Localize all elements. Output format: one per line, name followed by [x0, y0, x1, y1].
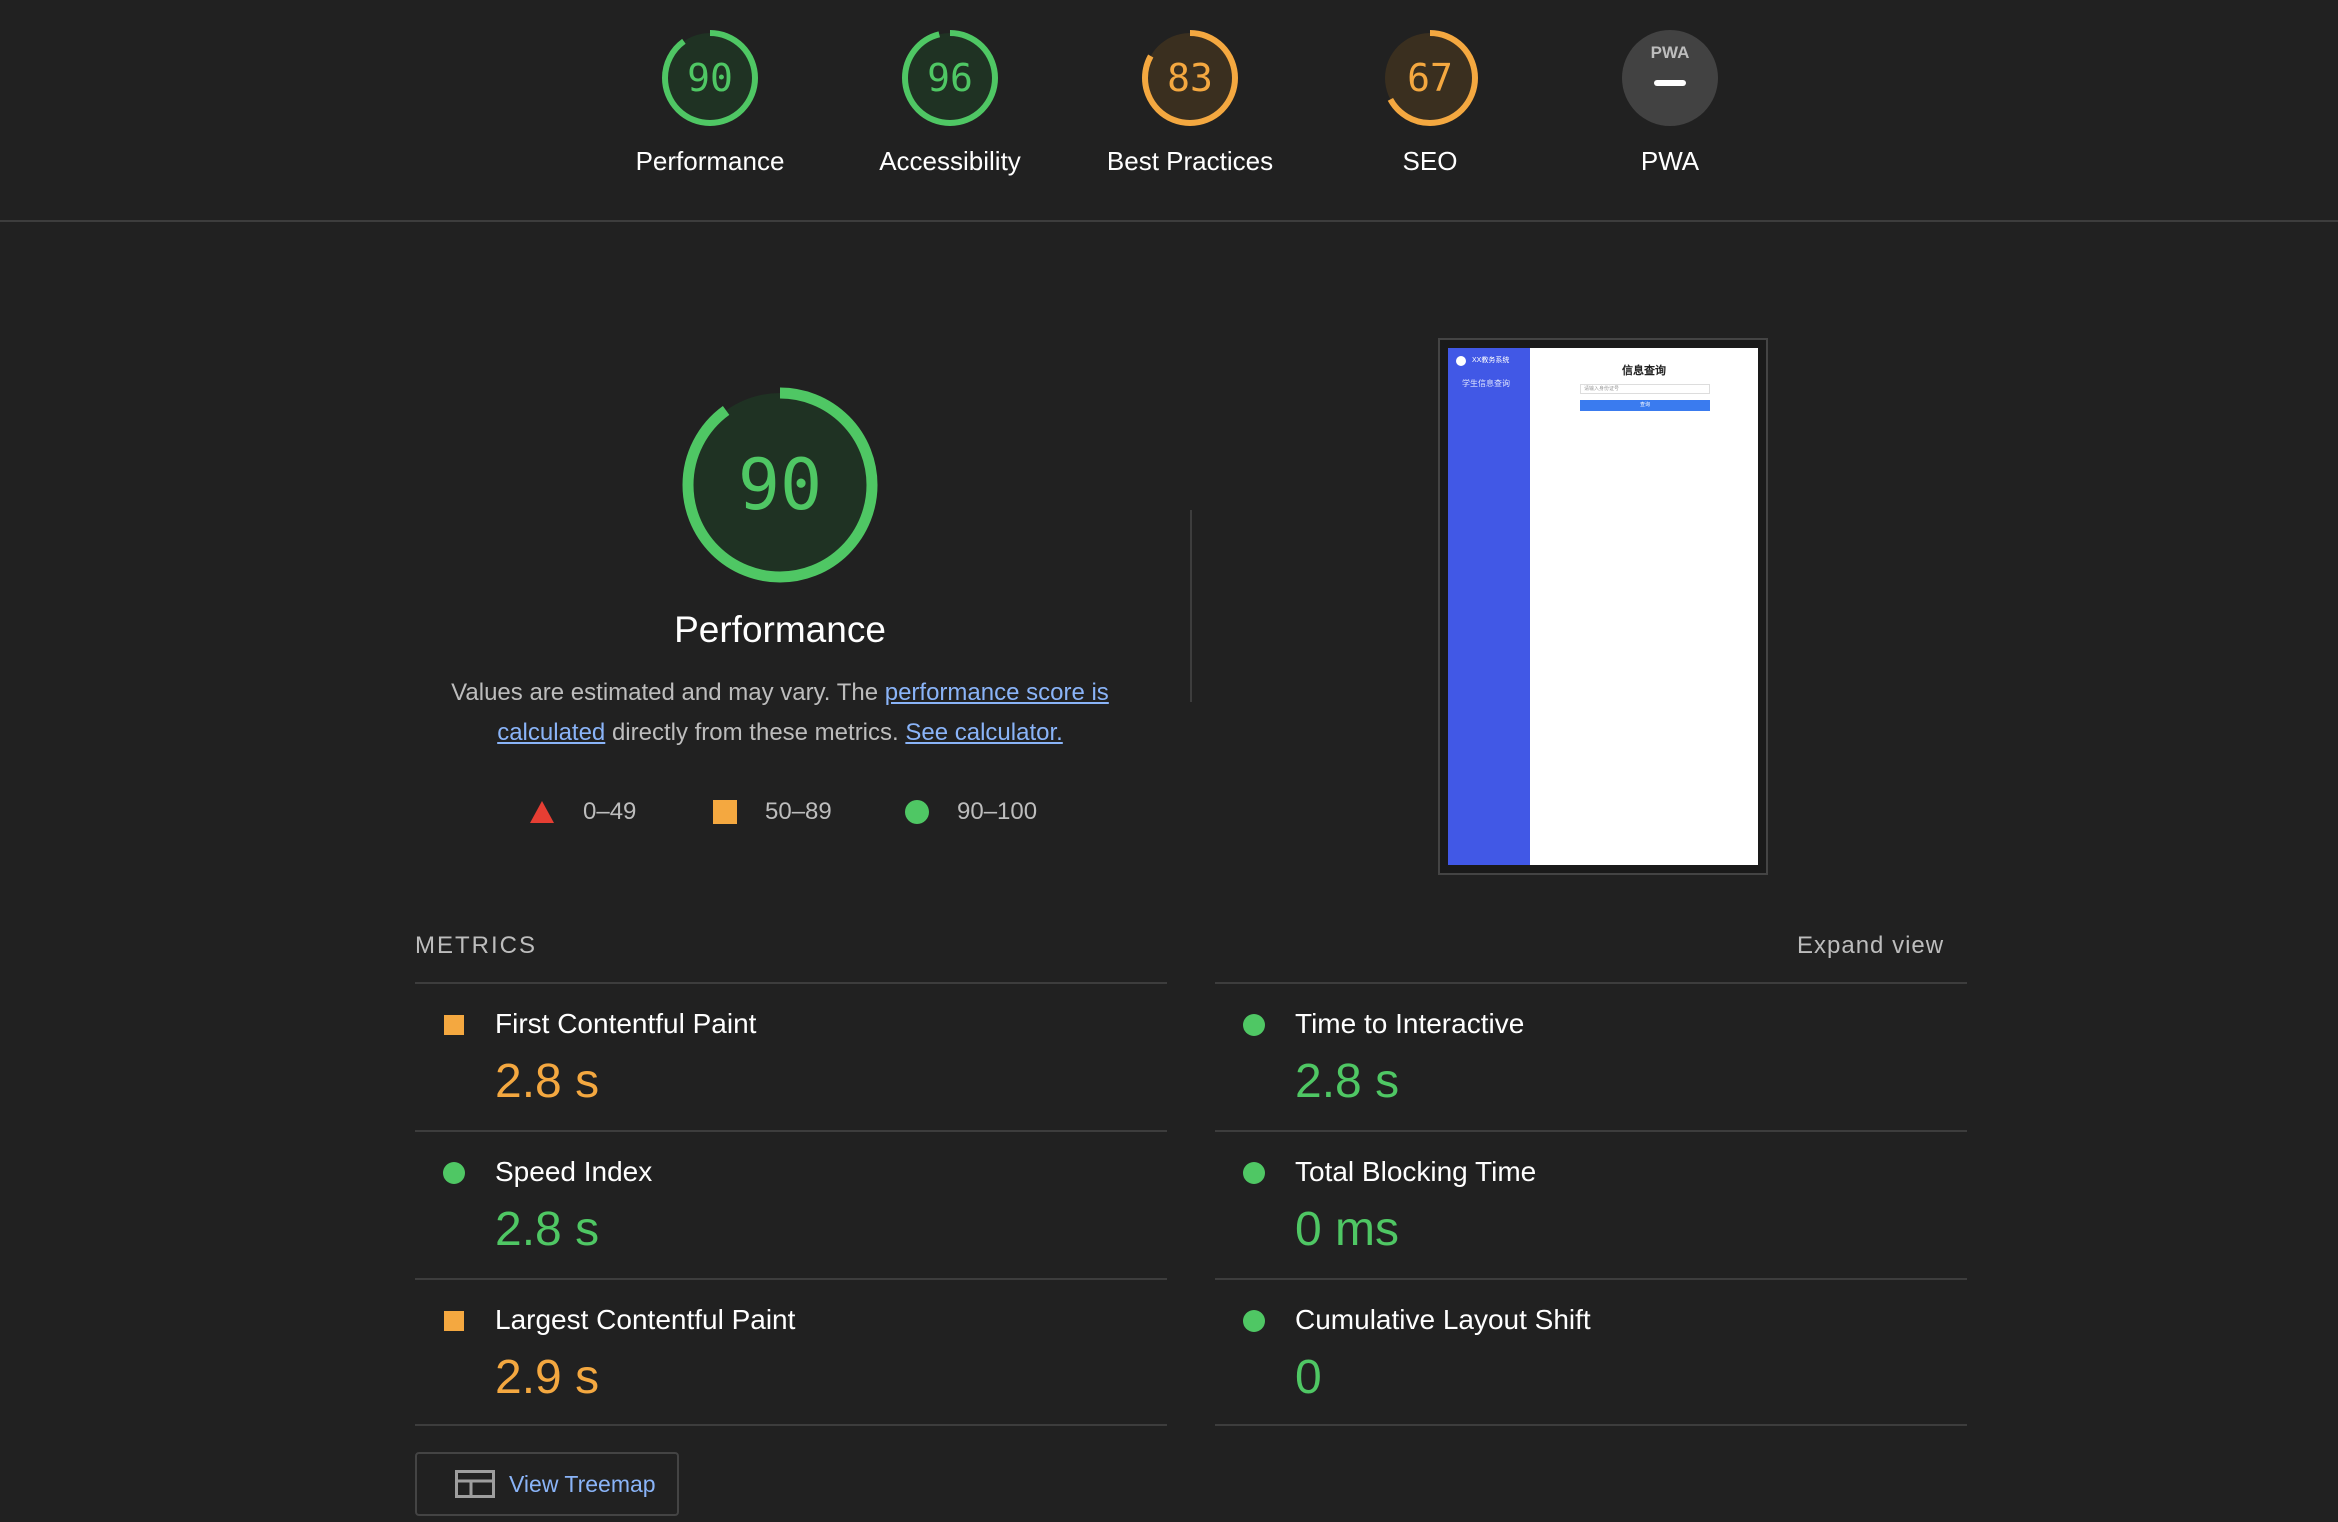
metric-indicator-icon — [1243, 1310, 1265, 1332]
metric-largest-contentful-paint: Largest Contentful Paint 2.9 s — [415, 1278, 1167, 1426]
performance-description: Values are estimated and may vary. The p… — [440, 673, 1120, 753]
screenshot-heading: 信息查询 — [1622, 365, 1666, 377]
screenshot-input: 请输入身份证号 — [1580, 384, 1710, 394]
gauge-ring-icon: 96 — [902, 30, 998, 126]
desc-text: Values are estimated and may vary. The — [451, 679, 885, 706]
desc-text: directly from these metrics. — [605, 719, 906, 746]
square-icon — [444, 1311, 464, 1331]
metric-indicator-icon — [443, 1162, 465, 1184]
circle-icon — [1243, 1162, 1265, 1184]
metric-first-contentful-paint: First Contentful Paint 2.8 s — [415, 982, 1167, 1130]
gauge-seo[interactable]: 67 SEO — [1310, 28, 1550, 177]
metrics-bottom-divider — [1215, 1424, 1967, 1426]
metrics-bottom-divider — [415, 1424, 1167, 1426]
gauge-pwa[interactable]: PWA PWA — [1550, 28, 1790, 177]
gauge-score: 90 — [687, 56, 733, 100]
see-calculator-link[interactable]: See calculator. — [905, 719, 1063, 746]
metric-indicator-icon — [1243, 1162, 1265, 1184]
score-summary-bar: 90 Performance 96 Accessibility 83 Best … — [0, 0, 2338, 222]
score-calculated-link[interactable]: performance score is calculated — [497, 679, 1109, 746]
metric-name: Total Blocking Time — [1295, 1156, 1537, 1187]
view-treemap-label: View Treemap — [509, 1470, 656, 1497]
metric-value: 2.8 s — [1295, 1055, 1400, 1108]
metric-value: 2.8 s — [495, 1055, 600, 1108]
pwa-badge-text: PWA — [1651, 43, 1690, 62]
gauge-score: 67 — [1407, 56, 1453, 100]
metric-indicator-icon — [444, 1015, 464, 1035]
performance-gauge: 90 — [682, 387, 878, 583]
legend-average: 50–89 — [713, 798, 832, 826]
treemap-icon — [455, 1470, 495, 1498]
circle-icon — [1243, 1310, 1265, 1332]
gauge-label: PWA — [1640, 146, 1700, 176]
square-icon — [444, 1015, 464, 1035]
screenshot-button: 查询 — [1580, 400, 1710, 411]
circle-icon — [905, 800, 929, 824]
metric-value: 2.9 s — [495, 1351, 600, 1404]
screenshot-brand: XX教务系统 — [1472, 357, 1510, 364]
expand-view-toggle[interactable]: Expand view — [1797, 932, 1945, 959]
score-legend: 0–49 50–89 90–100 — [525, 798, 1085, 838]
metric-value: 2.8 s — [495, 1203, 600, 1256]
gauge-label: Best Practices — [1106, 146, 1274, 176]
pwa-badge-icon: PWA — [1622, 30, 1718, 126]
legend-fail: 0–49 — [529, 798, 636, 826]
screenshot-main: 信息查询 请输入身份证号 查询 — [1530, 348, 1758, 865]
performance-title: Performance — [674, 609, 886, 650]
minus-icon — [1654, 80, 1686, 86]
gauge-score: 96 — [927, 56, 973, 100]
gauge-ring-icon: 67 — [1382, 30, 1478, 126]
metric-value: 0 ms — [1295, 1203, 1400, 1256]
metric-name: First Contentful Paint — [495, 1008, 757, 1039]
gauge-label: Performance — [635, 146, 785, 176]
gauge-label: SEO — [1402, 146, 1458, 176]
triangle-icon — [530, 801, 554, 823]
legend-range: 50–89 — [765, 798, 832, 825]
metric-value: 0 — [1295, 1351, 1322, 1404]
final-screenshot[interactable]: XX教务系统 学生信息查询 信息查询 请输入身份证号 查询 — [1438, 338, 1768, 875]
view-treemap-button[interactable]: View Treemap — [415, 1452, 679, 1516]
circle-icon — [443, 1162, 465, 1184]
gauge-best-practices[interactable]: 83 Best Practices — [1070, 28, 1310, 177]
metric-time-to-interactive: Time to Interactive 2.8 s — [1215, 982, 1967, 1130]
metric-name: Largest Contentful Paint — [495, 1304, 796, 1335]
metric-cumulative-layout-shift: Cumulative Layout Shift 0 — [1215, 1278, 1967, 1426]
circle-icon — [1243, 1014, 1265, 1036]
legend-range: 90–100 — [957, 798, 1038, 825]
logo-icon — [1456, 356, 1466, 366]
gauge-label: Accessibility — [879, 146, 1021, 176]
performance-section: 90 Performance Values are estimated and … — [380, 385, 1180, 753]
metric-name: Time to Interactive — [1295, 1008, 1525, 1039]
legend-pass: 90–100 — [905, 798, 1037, 826]
gauge-ring-icon: 90 — [662, 30, 758, 126]
metric-name: Cumulative Layout Shift — [1295, 1304, 1591, 1335]
gauge-accessibility[interactable]: 96 Accessibility — [830, 28, 1070, 177]
metric-name: Speed Index — [495, 1156, 653, 1187]
square-icon — [713, 800, 737, 824]
gauge-score: 83 — [1167, 56, 1213, 100]
screenshot-nav-item: 学生信息查询 — [1462, 379, 1510, 388]
gauge-performance[interactable]: 90 Performance — [590, 28, 830, 177]
legend-range: 0–49 — [583, 798, 637, 825]
performance-score: 90 — [738, 444, 822, 526]
metric-speed-index: Speed Index 2.8 s — [415, 1130, 1167, 1278]
screenshot-sidebar: XX教务系统 学生信息查询 — [1448, 348, 1530, 865]
metrics-header: METRICS — [415, 932, 537, 959]
screenshot-page: XX教务系统 学生信息查询 信息查询 请输入身份证号 查询 — [1448, 348, 1758, 865]
metric-indicator-icon — [1243, 1014, 1265, 1036]
gauge-ring-icon: 83 — [1142, 30, 1238, 126]
metric-indicator-icon — [444, 1311, 464, 1331]
metric-total-blocking-time: Total Blocking Time 0 ms — [1215, 1130, 1967, 1278]
section-divider — [1190, 510, 1192, 702]
